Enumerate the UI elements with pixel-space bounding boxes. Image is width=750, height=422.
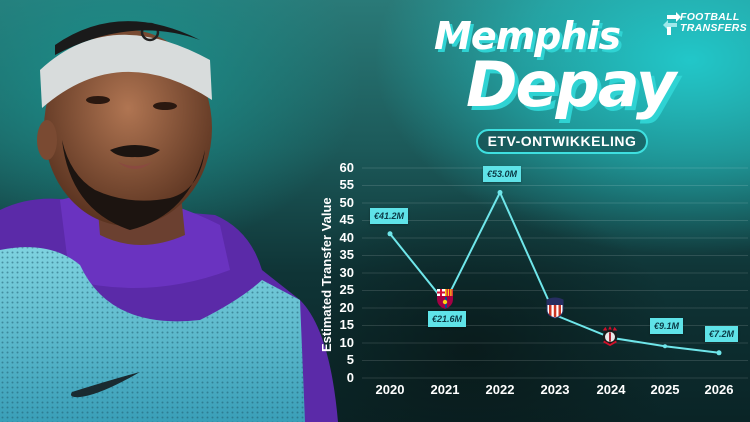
x-tick: 2024 xyxy=(596,382,626,397)
data-label-2021: €21.6M xyxy=(428,311,467,327)
x-tick: 2022 xyxy=(485,382,515,397)
y-tick: 30 xyxy=(339,265,354,280)
data-label-2025: €9.1M xyxy=(650,318,684,334)
barcelona-crest-icon xyxy=(437,289,453,309)
y-tick: 20 xyxy=(339,300,354,315)
logo-line-2: TRANSFERS xyxy=(680,22,747,34)
x-tick: 2023 xyxy=(540,382,570,397)
atletico-crest-icon xyxy=(546,297,564,319)
y-tick: 5 xyxy=(346,352,354,367)
x-tick: 2025 xyxy=(650,382,680,397)
corinthians-crest-icon xyxy=(602,326,618,347)
player-last-name: Depay xyxy=(466,48,676,121)
data-label-2020: €41.2M xyxy=(370,208,409,224)
football-transfers-logo: FOOTBALL TRANSFERS xyxy=(663,12,747,36)
y-tick: 60 xyxy=(339,160,354,175)
x-tick: 2026 xyxy=(704,382,734,397)
y-tick: 0 xyxy=(346,370,354,385)
player-photo xyxy=(0,21,338,422)
y-tick: 50 xyxy=(339,195,354,210)
y-tick: 40 xyxy=(339,230,354,245)
player-first-name: Memphis xyxy=(434,14,621,58)
gridlines xyxy=(362,167,748,379)
arrows-icon xyxy=(663,12,681,35)
data-label-2026: €7.2M xyxy=(705,326,739,342)
y-tick: 45 xyxy=(339,212,354,227)
x-tick: 2021 xyxy=(430,382,460,397)
y-tick: 35 xyxy=(339,247,354,262)
y-tick: 10 xyxy=(339,335,354,350)
logo-line-1: FOOTBALL xyxy=(680,11,740,23)
x-tick: 2020 xyxy=(375,382,405,397)
subtitle-badge: ETV-ONTWIKKELING xyxy=(476,129,648,154)
y-tick: 25 xyxy=(339,282,354,297)
data-label-2022: €53.0M xyxy=(483,166,522,182)
swoosh-icon xyxy=(71,372,140,398)
y-tick: 55 xyxy=(339,177,354,192)
y-tick: 15 xyxy=(339,317,354,332)
